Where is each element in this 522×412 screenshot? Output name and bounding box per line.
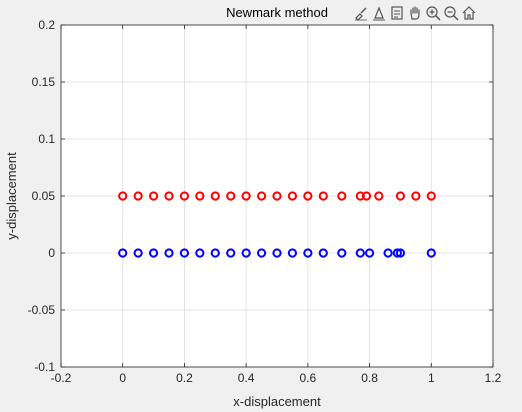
- ticks: [60, 24, 494, 368]
- series-2-point: [383, 248, 393, 258]
- zoom-in-icon[interactable]: [424, 4, 442, 22]
- x-tick-labels: -0.2 0 0.2 0.4 0.6 0.8 1 1.2: [51, 371, 502, 385]
- series-2-point: [118, 248, 128, 258]
- y-tick-label: 0: [48, 246, 55, 260]
- series-1-point: [179, 191, 190, 201]
- chart-title: Newmark method: [226, 5, 328, 20]
- series-1-point: [411, 191, 421, 201]
- series-2-point: [210, 248, 220, 258]
- series-1-point: [303, 191, 313, 201]
- series-1-point: [148, 191, 159, 201]
- x-tick-label: 1: [428, 371, 435, 385]
- series-2-point: [133, 248, 143, 258]
- x-tick-label: -0.2: [51, 371, 72, 385]
- series-1-point: [256, 191, 267, 201]
- series-1-point: [426, 191, 436, 201]
- series-1-point: [164, 191, 174, 201]
- x-axis-label: x-displacement: [233, 394, 321, 409]
- series-2-point: [241, 248, 251, 258]
- series-1-point: [361, 191, 372, 201]
- series-1-point: [195, 191, 205, 201]
- x-tick-label: 1.2: [485, 371, 502, 385]
- x-tick-label: 0: [119, 371, 126, 385]
- series-1-point: [118, 191, 128, 201]
- data-points[interactable]: [118, 191, 436, 258]
- series-2-point: [272, 248, 282, 258]
- series-1-point: [241, 191, 251, 201]
- axes-toolbar: [352, 3, 478, 23]
- x-tick-label: 0.8: [361, 371, 378, 385]
- y-tick-label: -0.1: [34, 360, 55, 374]
- y-tick-labels: -0.1 -0.05 0 0.05 0.1 0.15 0.2: [28, 18, 56, 374]
- series-2-point: [392, 248, 402, 258]
- series-1-point: [287, 191, 298, 201]
- series-2-point: [337, 248, 347, 258]
- series-1-point: [337, 191, 347, 201]
- series-1-point: [133, 191, 143, 201]
- series-2-point: [164, 248, 174, 258]
- series-2-point: [148, 248, 159, 258]
- pan-icon[interactable]: [406, 4, 424, 22]
- series-1-point: [374, 191, 384, 201]
- series-1-point: [355, 191, 365, 201]
- x-tick-label: 0.2: [176, 371, 193, 385]
- series-1-point: [395, 191, 406, 201]
- home-icon[interactable]: [460, 4, 478, 22]
- y-tick-label: 0.2: [38, 18, 55, 32]
- series-2-point: [355, 248, 365, 258]
- series-2-point: [426, 248, 436, 258]
- series-2-point: [395, 248, 406, 258]
- series-2-point: [179, 248, 190, 258]
- data-tips-icon[interactable]: [370, 4, 388, 22]
- series-2-point: [364, 248, 375, 258]
- series-1-point: [226, 191, 236, 201]
- y-tick-label: 0.15: [32, 75, 56, 89]
- series-2-point: [318, 248, 328, 258]
- y-axis-label: y-displacement: [4, 152, 19, 240]
- y-tick-label: 0.1: [38, 132, 55, 146]
- x-tick-label: 0.4: [238, 371, 255, 385]
- legend-icon[interactable]: [388, 4, 406, 22]
- series-1-point: [210, 191, 220, 201]
- y-tick-label: 0.05: [32, 189, 56, 203]
- series-1-point: [272, 191, 282, 201]
- brush-icon[interactable]: [352, 4, 370, 22]
- series-2-point: [226, 248, 236, 258]
- series-2-point: [195, 248, 205, 258]
- series-1-point: [318, 191, 328, 201]
- y-tick-label: -0.05: [28, 303, 56, 317]
- series-2-point: [303, 248, 313, 258]
- series-2-point: [287, 248, 298, 258]
- zoom-out-icon[interactable]: [442, 4, 460, 22]
- series-2-point: [256, 248, 267, 258]
- x-tick-label: 0.6: [300, 371, 317, 385]
